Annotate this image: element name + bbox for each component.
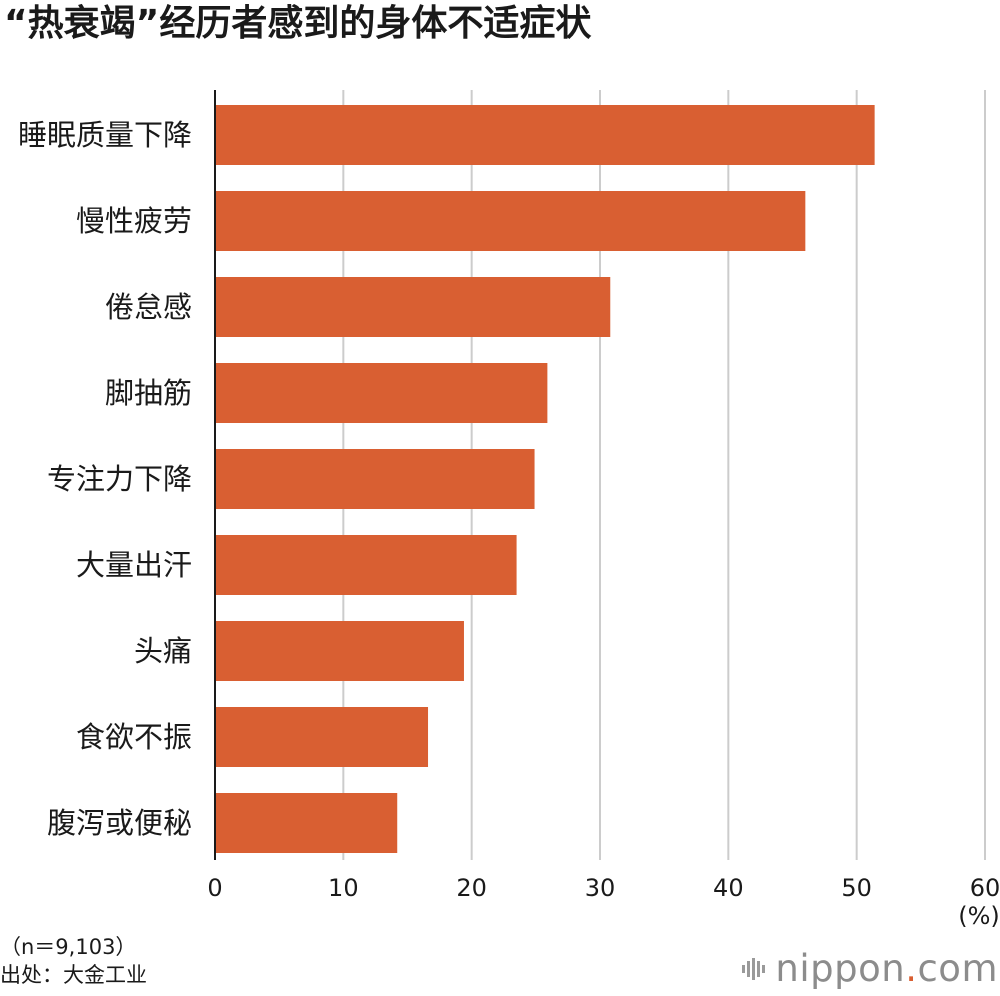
category-label: 脚抽筋 bbox=[105, 376, 192, 410]
bar bbox=[215, 449, 535, 509]
bars bbox=[215, 105, 875, 853]
bar bbox=[215, 277, 611, 337]
x-tick-label: 10 bbox=[328, 874, 359, 902]
bar bbox=[215, 707, 429, 767]
brand-logo: nippon. com bbox=[741, 947, 998, 990]
brand-dot: . bbox=[905, 947, 918, 990]
unit-label: (%) bbox=[958, 902, 1000, 930]
bar bbox=[215, 793, 398, 853]
category-label: 腹泻或便秘 bbox=[47, 806, 192, 840]
source-note: 出处：大金工业 bbox=[0, 963, 147, 987]
bar bbox=[215, 363, 548, 423]
category-label: 睡眠质量下降 bbox=[18, 118, 192, 152]
brand-tld: com bbox=[917, 947, 998, 990]
brand-mark-icon bbox=[742, 957, 766, 980]
category-label: 倦怠感 bbox=[105, 290, 192, 324]
bar bbox=[215, 535, 517, 595]
x-tick-label: 40 bbox=[713, 874, 744, 902]
x-tick-label: 60 bbox=[970, 874, 1000, 902]
x-tick-label: 30 bbox=[585, 874, 616, 902]
category-label: 大量出汗 bbox=[76, 548, 192, 582]
x-tick-label: 0 bbox=[207, 874, 222, 902]
bar bbox=[215, 105, 875, 165]
x-tick-label: 20 bbox=[456, 874, 487, 902]
brand-name: nippon bbox=[775, 947, 906, 990]
category-label: 头痛 bbox=[134, 634, 192, 668]
chart-title: “热衰竭”经历者感到的身体不适症状 bbox=[4, 3, 592, 44]
bar bbox=[215, 191, 806, 251]
bar bbox=[215, 621, 464, 681]
category-label: 慢性疲劳 bbox=[76, 204, 192, 238]
tick-labels: 0 10 20 30 40 50 60 bbox=[207, 874, 1000, 902]
category-label: 食欲不振 bbox=[76, 720, 192, 754]
x-tick-label: 50 bbox=[841, 874, 872, 902]
sample-size-note: （n＝9,103） bbox=[0, 935, 137, 959]
category-label: 专注力下降 bbox=[47, 462, 192, 496]
